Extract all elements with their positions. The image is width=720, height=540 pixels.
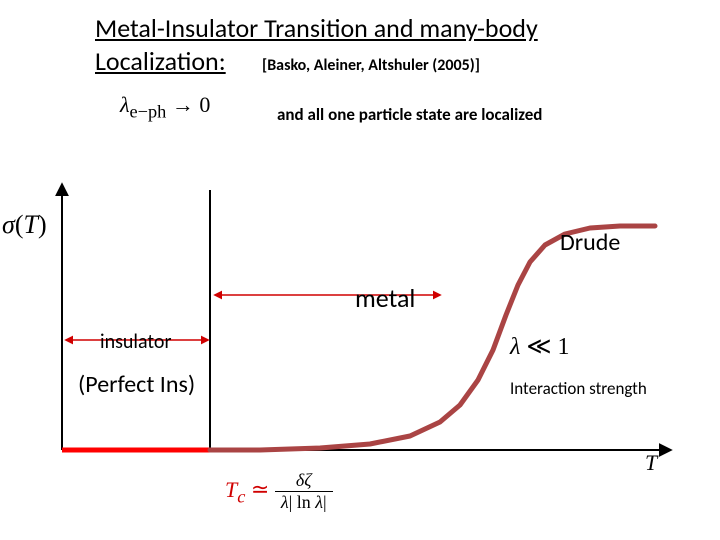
label-perfect-ins: (Perfect Ins) — [78, 370, 195, 399]
eq-lambda-eph: λe−ph → 0 — [120, 92, 210, 122]
title-line1: Metal-Insulator Transition and many-body — [95, 12, 538, 44]
label-metal: metal — [355, 282, 415, 314]
eq-axis-t: T — [645, 450, 657, 476]
label-insulator: insulator — [100, 330, 171, 354]
phase-diagram — [0, 0, 720, 540]
citation: [Basko, Aleiner, Altshuler (2005)] — [262, 56, 480, 75]
label-drude: Drude — [560, 228, 620, 257]
title-line2: Localization: — [95, 45, 226, 77]
eq-lambda-small: λ ≪ 1 — [510, 332, 570, 361]
eq-sigma-t: σ(T) — [2, 210, 47, 240]
label-interaction-strength: Interaction strength — [510, 378, 647, 399]
subnote: and all one particle state are localized — [277, 104, 542, 125]
eq-tc: Tc ≃ δζλ| ln λ| — [225, 470, 333, 513]
